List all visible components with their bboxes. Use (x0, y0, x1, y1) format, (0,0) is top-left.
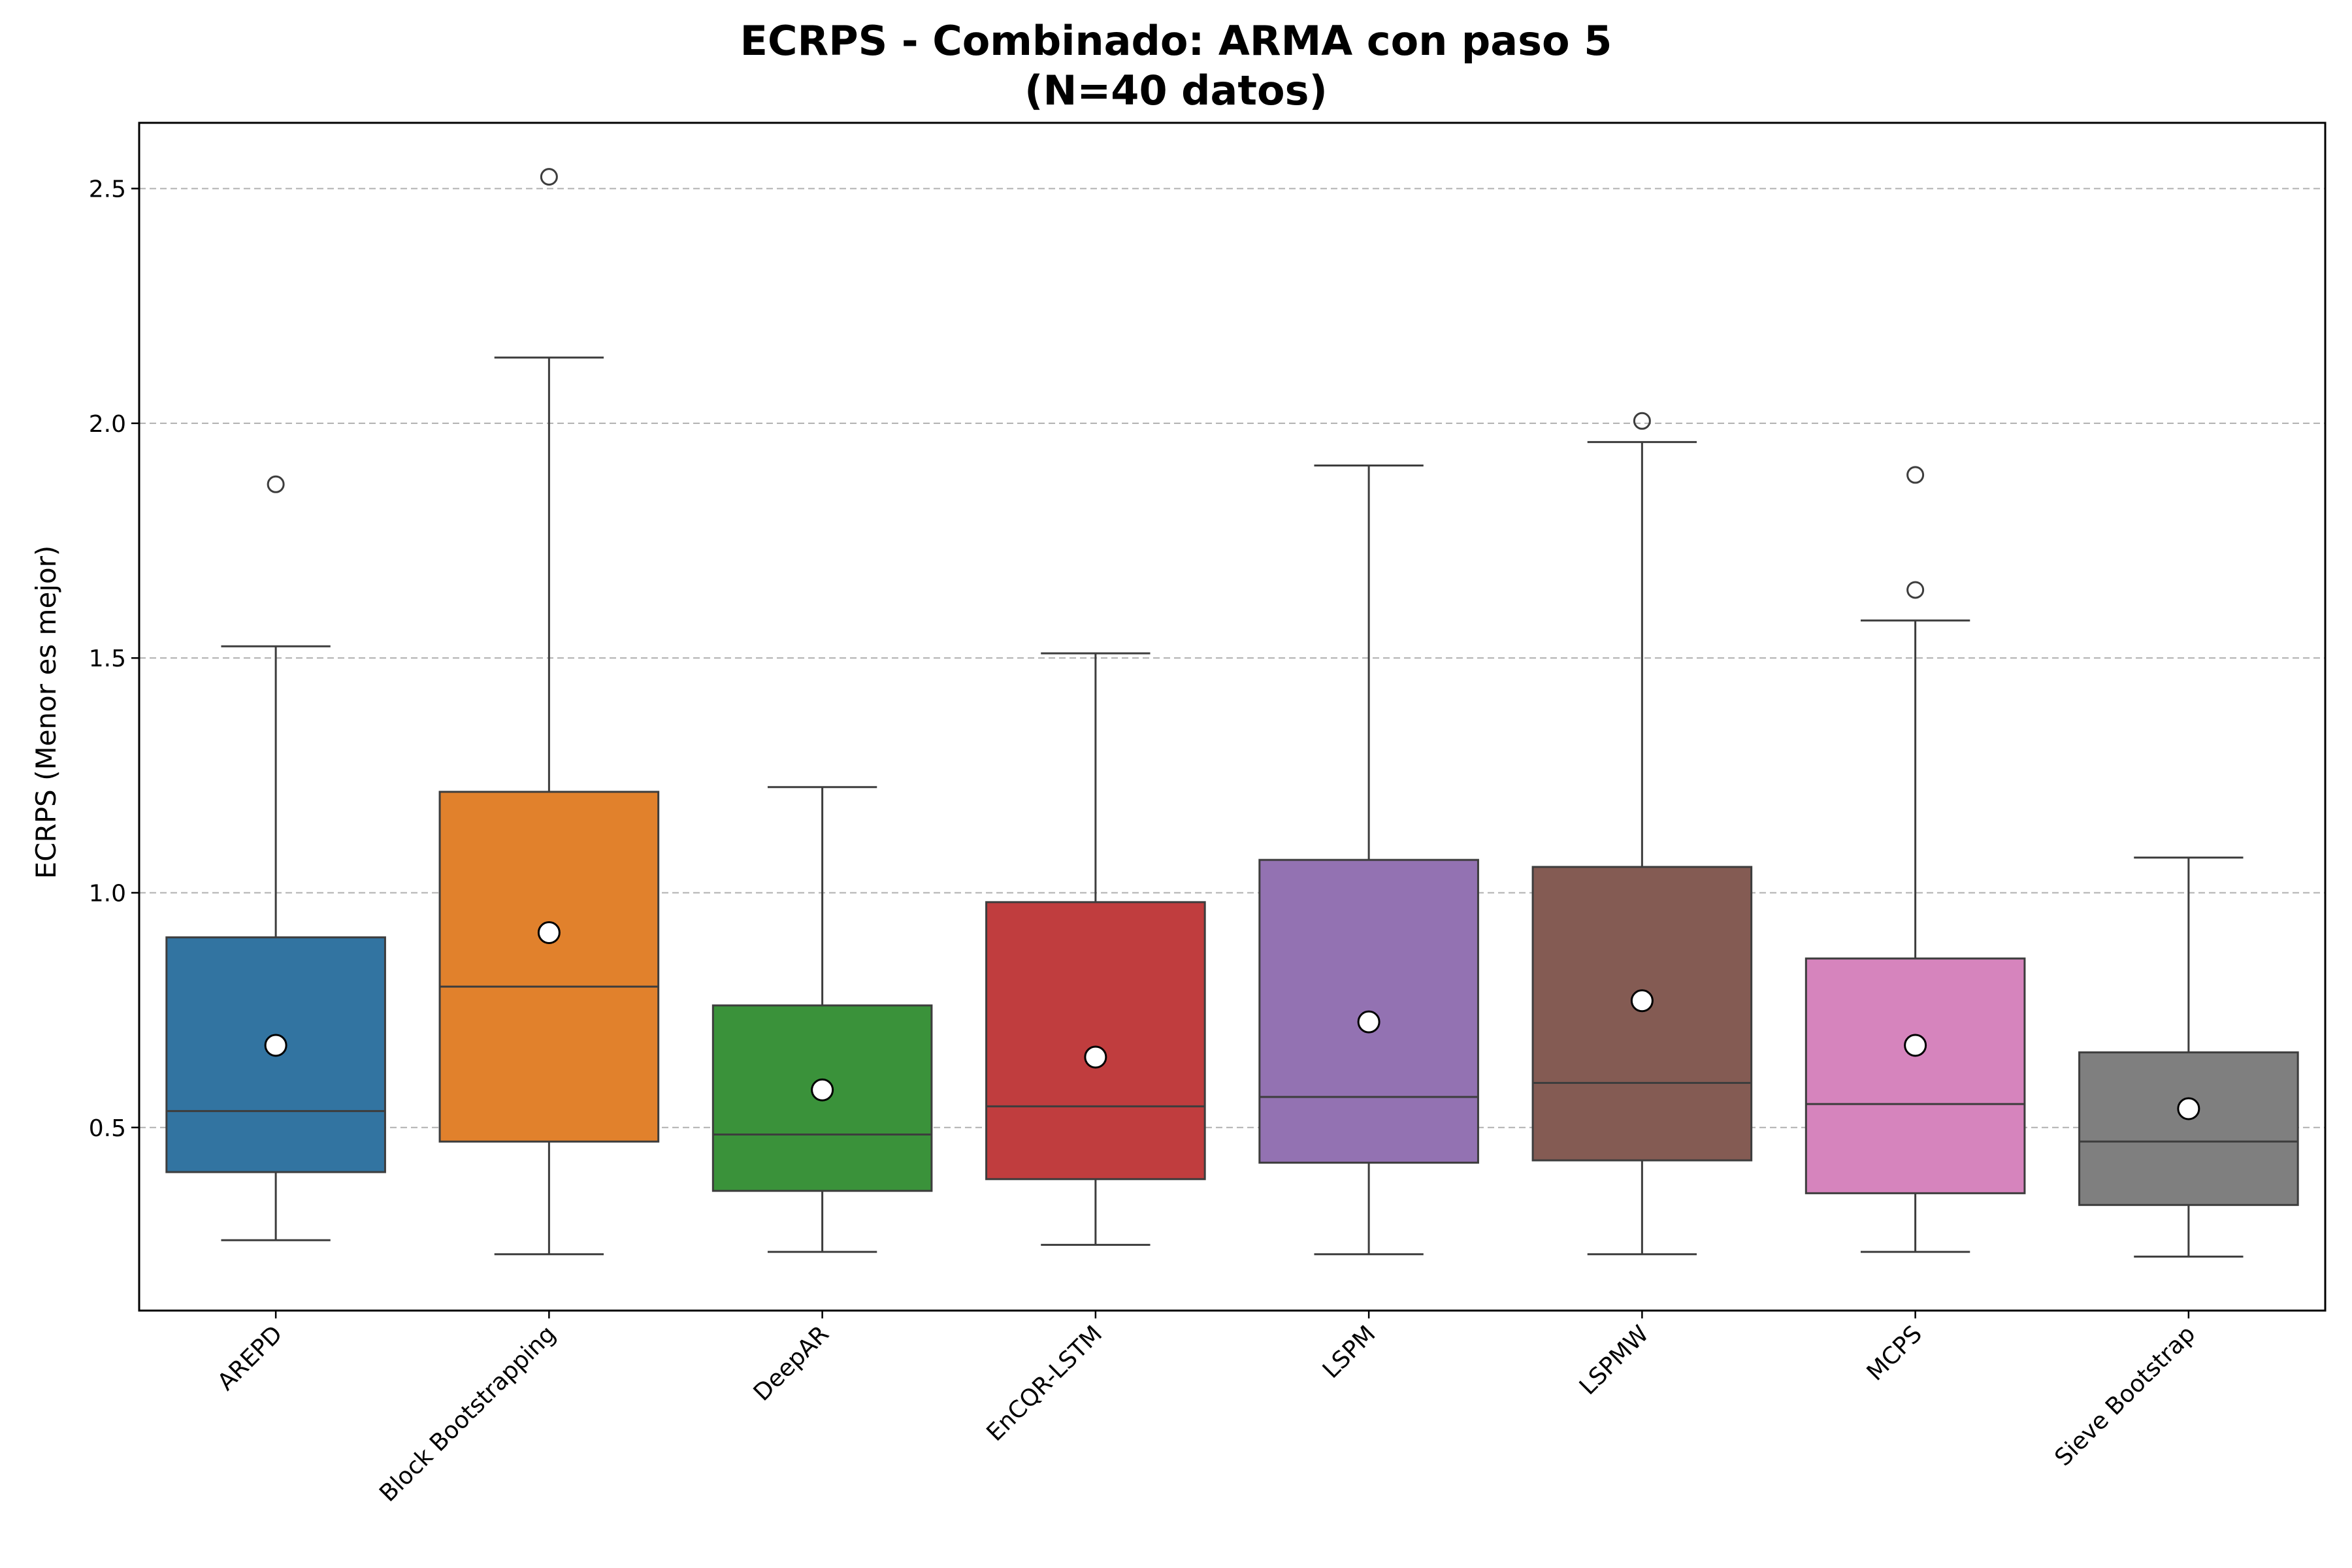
y-tick-label: 1.5 (89, 645, 126, 672)
box-group (1531, 412, 1753, 1256)
mean-marker (1084, 1045, 1107, 1069)
axis-ticks: 0.5 1.0 1.5 2.0 2.5 AREPD Block Bootstrapping D… (89, 176, 2201, 1507)
outlier-point (540, 168, 558, 186)
x-tick-label: Block Bootstrapping (374, 1320, 561, 1507)
box-group (438, 168, 660, 1256)
box (1531, 866, 1753, 1162)
mean-marker (2177, 1097, 2200, 1120)
y-tick-label: 0.5 (89, 1115, 126, 1142)
x-tick-label: LSPMW (1575, 1320, 1654, 1400)
box-group (1258, 465, 1479, 1256)
box (985, 901, 1206, 1181)
chart-title: ECRPS - Combinado: ARMA con paso 5 (740, 17, 1612, 65)
y-tick-label: 1.0 (89, 880, 126, 907)
mean-marker (264, 1034, 287, 1057)
x-tick-label: EnCQR-LSTM (982, 1320, 1108, 1446)
y-tick-label: 2.0 (89, 411, 126, 438)
mean-marker (1630, 989, 1654, 1013)
outlier-point (1633, 412, 1651, 430)
boxes (165, 168, 2299, 1258)
box (438, 791, 660, 1143)
outlier-point (1906, 466, 1925, 484)
outlier-point (1906, 581, 1925, 599)
y-axis-label: ECRPS (Menor es mejor) (30, 546, 62, 879)
mean-marker (1357, 1010, 1380, 1034)
box-group (985, 652, 1206, 1246)
x-tick-label: Sieve Bootstrap (2050, 1320, 2200, 1471)
outlier-point (267, 475, 285, 493)
mean-marker (811, 1078, 834, 1102)
x-tick-label: LSPM (1318, 1320, 1381, 1384)
y-tick-label: 2.5 (89, 176, 126, 203)
x-tick-label: DeepAR (749, 1320, 834, 1406)
box-group (2078, 857, 2299, 1258)
x-tick-label: MCPS (1862, 1320, 1927, 1386)
plot-frame (138, 122, 2327, 1312)
box (2078, 1051, 2299, 1206)
chart-subtitle: (N=40 datos) (1024, 67, 1328, 114)
mean-marker (537, 921, 561, 945)
x-tick-label: AREPD (212, 1320, 287, 1396)
box (1805, 957, 2026, 1194)
box-group (711, 786, 933, 1253)
box-group (165, 475, 386, 1241)
box-group (1805, 466, 2026, 1253)
mean-marker (1904, 1034, 1927, 1057)
